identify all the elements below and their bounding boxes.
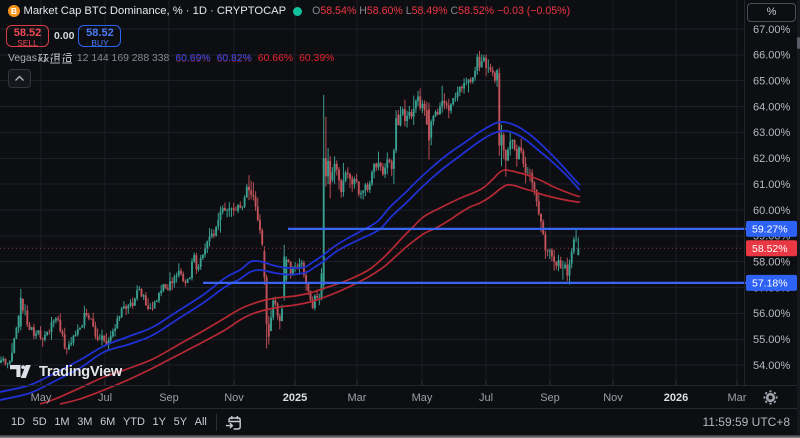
svg-text:May: May [412, 392, 433, 404]
svg-text:Mar: Mar [728, 392, 747, 404]
svg-text:56.00%: 56.00% [753, 308, 791, 320]
svg-text:58.00%: 58.00% [753, 257, 791, 269]
svg-text:61.00%: 61.00% [753, 179, 791, 191]
svg-text:Sep: Sep [540, 392, 560, 404]
svg-text:Nov: Nov [603, 392, 623, 404]
svg-text:Sep: Sep [159, 392, 179, 404]
svg-text:2026: 2026 [664, 392, 688, 404]
svg-text:66.00%: 66.00% [753, 50, 791, 62]
svg-text:58.52%: 58.52% [752, 243, 788, 255]
svg-text:65.00%: 65.00% [753, 76, 791, 88]
svg-text:Mar: Mar [348, 392, 367, 404]
svg-text:62.00%: 62.00% [753, 153, 791, 165]
svg-text:54.00%: 54.00% [753, 360, 791, 372]
svg-text:57.18%: 57.18% [752, 278, 788, 290]
svg-text:Jul: Jul [98, 392, 112, 404]
svg-text:67.00%: 67.00% [753, 24, 791, 36]
svg-text:55.00%: 55.00% [753, 334, 791, 346]
svg-text:59.27%: 59.27% [752, 224, 788, 236]
svg-text:64.00%: 64.00% [753, 101, 791, 113]
svg-text:Jul: Jul [479, 392, 493, 404]
svg-text:60.00%: 60.00% [753, 205, 791, 217]
svg-text:May: May [31, 392, 52, 404]
svg-text:Nov: Nov [224, 392, 244, 404]
svg-text:63.00%: 63.00% [753, 127, 791, 139]
svg-text:2025: 2025 [283, 392, 307, 404]
